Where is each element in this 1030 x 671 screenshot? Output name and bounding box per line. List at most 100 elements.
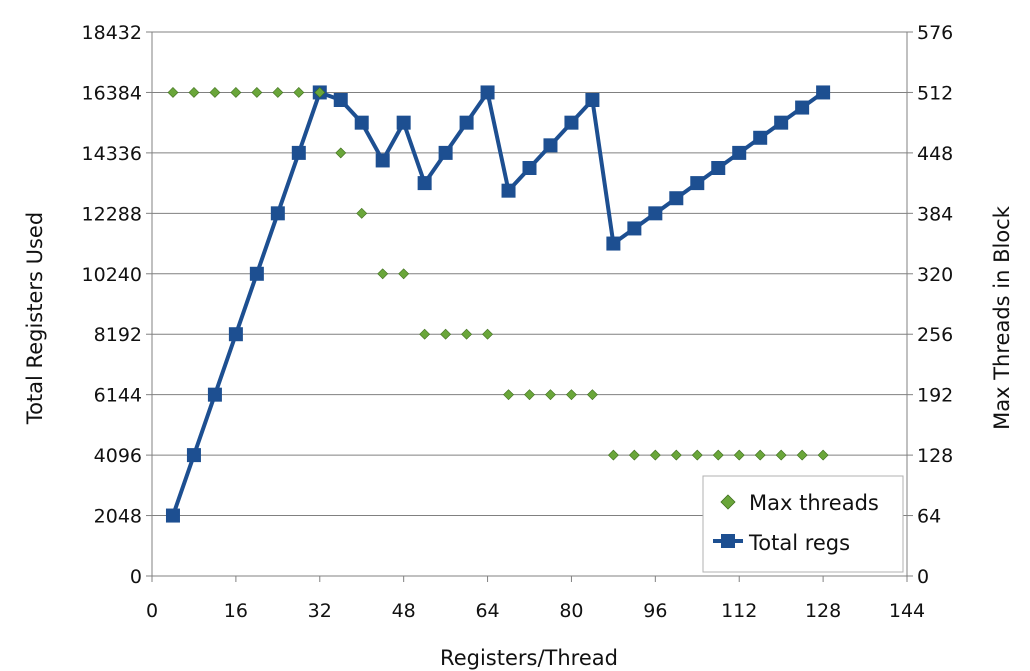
total-regs-point [249, 266, 264, 281]
total-regs-point [228, 327, 243, 342]
x-tick-label: 32 [308, 600, 332, 622]
y-axis-tick-labels: 0 2048 4096 6144 8192 10240 12288 14336 16384 184… [82, 22, 142, 588]
total-regs-point [606, 236, 621, 251]
legend-square-marker [721, 534, 735, 548]
x-tick-label: 80 [559, 600, 583, 622]
total-regs-point [165, 508, 180, 523]
max-threads-point [733, 449, 745, 461]
max-threads-point [503, 389, 514, 401]
x-tick-label: 48 [392, 600, 416, 622]
total-regs-point [417, 176, 432, 191]
y2-tick-label: 0 [917, 566, 929, 588]
max-threads-point [628, 449, 640, 461]
y2-tick-label: 64 [917, 506, 941, 528]
legend-diamond-marker [720, 494, 736, 510]
total-regs-point [333, 93, 348, 107]
max-threads-point [209, 87, 221, 98]
total-regs-point [480, 85, 495, 100]
y2-tick-label: 576 [917, 22, 953, 44]
total-regs-point [732, 145, 747, 160]
y-tick-label: 18432 [82, 22, 142, 44]
y2-tick-label: 320 [917, 264, 953, 286]
max-threads-point [440, 328, 452, 340]
y2-axis-tick-labels: 0 64 128 192 256 320 384 448 512 576 [917, 22, 953, 588]
max-threads-point [335, 147, 347, 159]
total-regs-point [774, 115, 789, 130]
total-regs-line [171, 90, 825, 517]
x-axis-title: Registers/Thread [440, 646, 618, 670]
total-regs-point [753, 130, 768, 145]
max-threads-point [607, 449, 619, 461]
max-threads-point [314, 87, 326, 98]
max-threads-point [167, 87, 179, 98]
total-regs-point [648, 206, 663, 221]
y2-tick-label: 448 [917, 143, 953, 165]
total-regs-point [795, 100, 810, 115]
max-threads-point [461, 328, 473, 340]
gridlines [152, 31, 907, 517]
y2-tick-label: 192 [917, 385, 953, 407]
y2-tick-label: 256 [917, 324, 953, 346]
max-threads-point [545, 389, 556, 401]
max-threads-point [419, 328, 431, 340]
total-regs-point [522, 161, 537, 175]
max-threads-point [775, 449, 787, 461]
total-regs-point [816, 85, 831, 100]
total-regs-point [564, 115, 579, 130]
total-regs-point [354, 115, 369, 130]
max-threads-point [230, 87, 242, 98]
total-regs-point [585, 93, 600, 107]
total-regs-point [186, 448, 201, 463]
total-regs-point [669, 191, 684, 206]
max-threads-point [524, 389, 535, 401]
max-threads-point [356, 207, 368, 219]
series-total-regs [165, 85, 831, 523]
y-tick-label: 12288 [82, 203, 142, 225]
x-tick-label: 112 [721, 600, 757, 622]
legend-item-total-regs: Total regs [713, 531, 850, 555]
y2-axis-title: Max Threads in Block [990, 205, 1014, 430]
y-tick-label: 6144 [94, 385, 142, 407]
x-tick-label: 64 [475, 600, 499, 622]
max-threads-point [482, 328, 493, 340]
total-regs-point [543, 138, 558, 153]
axes [146, 31, 913, 582]
total-regs-point [690, 176, 705, 191]
total-regs-point [627, 221, 642, 236]
x-tick-label: 0 [146, 600, 158, 622]
y2-tick-label: 384 [917, 203, 953, 225]
max-threads-point [188, 87, 200, 98]
y-tick-label: 16384 [82, 82, 142, 104]
max-threads-point [796, 449, 808, 461]
max-threads-point [566, 389, 577, 401]
max-threads-point [817, 449, 829, 461]
total-regs-point [711, 161, 726, 175]
total-regs-point [375, 153, 390, 168]
y-tick-label: 4096 [94, 445, 142, 467]
max-threads-point [272, 87, 284, 98]
y-tick-label: 10240 [82, 264, 142, 286]
x-tick-label: 16 [224, 600, 248, 622]
max-threads-point [586, 389, 598, 401]
max-threads-point [377, 268, 389, 280]
x-tick-label: 96 [643, 600, 667, 622]
max-threads-point [293, 87, 305, 98]
max-threads-point [649, 449, 661, 461]
total-regs-point [501, 183, 516, 198]
max-threads-point [712, 449, 724, 461]
max-threads-point [754, 449, 766, 461]
legend-item-max-threads: Max threads [720, 491, 879, 515]
legend: Max threads Total regs [702, 475, 904, 573]
max-threads-point [251, 87, 263, 98]
series-max-threads [167, 87, 829, 461]
y2-tick-label: 128 [917, 445, 953, 467]
max-threads-point [398, 268, 410, 280]
y-tick-label: 8192 [94, 324, 142, 346]
max-threads-point [691, 449, 703, 461]
y2-tick-label: 512 [917, 82, 953, 104]
total-regs-point [396, 115, 411, 130]
y-axis-title: Total Registers Used [23, 212, 47, 425]
x-axis-tick-labels: 0 16 32 48 64 80 96 112 128 144 [146, 600, 925, 622]
y-tick-label: 14336 [82, 143, 142, 165]
